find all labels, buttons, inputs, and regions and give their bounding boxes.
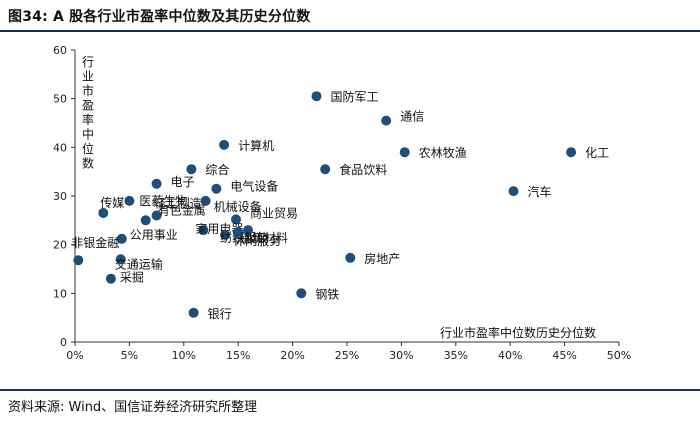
- data-label: 纺织服装: [220, 231, 268, 245]
- x-tick-label: 20%: [280, 349, 304, 362]
- data-label: 非银金融: [71, 235, 119, 250]
- data-point: [73, 255, 84, 266]
- y-tick-label: 60: [53, 44, 67, 57]
- data-point: [186, 164, 197, 175]
- title-rule: [0, 30, 700, 32]
- y-tick-label: 50: [53, 93, 67, 106]
- x-tick-label: 30%: [389, 349, 413, 362]
- data-label: 有色金属: [158, 202, 206, 217]
- data-point: [98, 208, 109, 218]
- chart-title: 图34: A 股各行业市盈率中位数及其历史分位数: [8, 9, 311, 25]
- y-axis-label-char: 业: [82, 70, 94, 84]
- y-axis-label-char: 行: [82, 55, 94, 69]
- data-point: [211, 183, 222, 194]
- data-point: [151, 210, 162, 221]
- data-point: [140, 215, 151, 226]
- data-label: 建筑材料: [240, 230, 288, 245]
- x-tick-label: 0%: [66, 349, 83, 362]
- y-axis-label-char: 市: [82, 83, 94, 98]
- data-label: 电子: [171, 175, 195, 189]
- data-label: 钢铁: [315, 287, 339, 301]
- data-point: [188, 307, 199, 318]
- data-point: [311, 91, 322, 102]
- x-tick-label: 5%: [121, 349, 138, 362]
- data-point: [399, 147, 410, 158]
- scatter-points: 国防军工通信农林牧渔 化工 计算机综合 食品饮料电子 电气设备 汽车传媒 医药生物轻工制造机…: [71, 89, 609, 321]
- data-label: 国防军工: [331, 89, 379, 104]
- x-tick-label: 15%: [226, 349, 250, 362]
- data-label: 商业贸易: [250, 205, 298, 220]
- data-label: 公用事业: [130, 228, 178, 242]
- y-tick-label: 20: [53, 239, 67, 252]
- data-label: 银行: [208, 307, 232, 321]
- data-label: 轻工制造: [154, 197, 202, 211]
- y-tick-label: 40: [53, 141, 67, 154]
- data-label: 计算机: [238, 138, 274, 153]
- y-tick-label: 30: [53, 190, 67, 203]
- data-label: 传媒: [100, 195, 124, 210]
- footer-rule: [0, 389, 700, 391]
- y-axis-label-char: 位: [82, 141, 94, 156]
- data-label: 农林牧渔: [419, 146, 467, 160]
- data-point: [116, 233, 127, 244]
- data-label: 房地产: [364, 251, 400, 266]
- source-note: 资料来源: Wind、国信证券经济研究所整理: [8, 400, 258, 415]
- data-point: [320, 164, 331, 175]
- x-tick-label: 10%: [172, 349, 196, 362]
- data-label: 机械设备: [214, 199, 262, 214]
- data-point: [243, 225, 253, 236]
- x-tick-label: 50%: [607, 349, 631, 362]
- data-point: [231, 214, 241, 225]
- y-tick-label: 0: [60, 336, 67, 349]
- data-label: 化工: [585, 146, 609, 160]
- x-tick-label: 35%: [444, 349, 468, 362]
- data-point: [508, 186, 519, 197]
- data-point: [198, 225, 209, 236]
- data-point: [566, 147, 577, 158]
- data-label: 休闲服务: [233, 233, 281, 248]
- data-point: [151, 178, 162, 189]
- y-axis-label: 行业市盈率中位数: [82, 55, 94, 171]
- data-point: [105, 273, 116, 284]
- data-point: [233, 227, 244, 237]
- y-axis-label-char: 数: [82, 156, 94, 171]
- y-tick-label: 10: [53, 287, 67, 300]
- x-tick-label: 25%: [335, 349, 359, 362]
- data-point: [381, 115, 392, 126]
- data-label: 综合: [205, 162, 229, 177]
- data-label: 汽车: [528, 184, 552, 199]
- y-axis-label-char: 盈: [82, 99, 94, 113]
- data-label: 食品饮料: [339, 162, 387, 177]
- data-label: 电气设备: [230, 179, 278, 194]
- data-label: 通信: [400, 110, 424, 124]
- data-label: 医药生物: [139, 194, 187, 208]
- data-point: [345, 252, 356, 263]
- data-label: 家用电器: [195, 221, 243, 236]
- data-point: [296, 288, 307, 299]
- x-tick-label: 40%: [498, 349, 522, 362]
- y-axis-label-char: 率: [82, 112, 94, 127]
- x-tick-label: 45%: [552, 349, 576, 362]
- data-label: 采掘: [120, 270, 144, 285]
- data-point: [124, 195, 135, 206]
- data-point: [219, 139, 230, 150]
- data-point: [220, 229, 231, 240]
- data-point: [115, 254, 126, 265]
- y-axis-label-char: 中: [82, 127, 94, 142]
- data-label: 交通运输: [115, 256, 163, 271]
- scatter-chart: 0 10 20 30 40 50 60 0% 5% 10% 15% 20% 25% 30% 35% 40% 45…: [53, 44, 631, 362]
- data-point: [200, 195, 211, 206]
- chart-axes: 0 10 20 30 40 50 60 0% 5% 10% 15% 20% 25% 30% 35% 40% 45…: [53, 44, 631, 362]
- x-axis-label: 行业市盈率中位数历史分位数: [440, 325, 596, 340]
